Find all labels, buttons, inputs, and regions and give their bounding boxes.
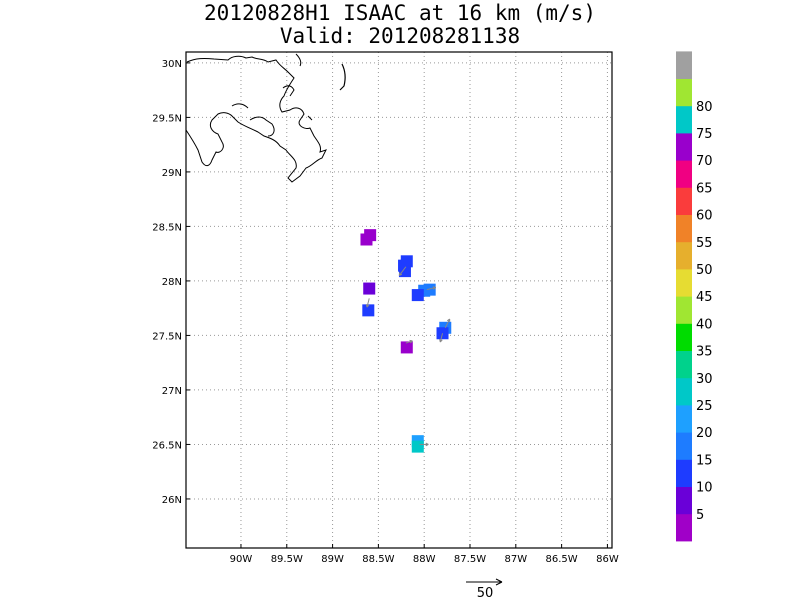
- lat-tick-label: 29.5N: [152, 113, 182, 124]
- map-frame: [185, 51, 613, 549]
- lon-tick-label: 87.5W: [454, 554, 486, 565]
- colorbar-swatch: [676, 486, 692, 515]
- colorbar-swatch: [676, 296, 692, 324]
- lon-tick-label: 90W: [230, 554, 253, 565]
- wind-vector: [444, 318, 451, 329]
- colorbar-swatch: [676, 187, 692, 215]
- colorbar-swatch: [676, 377, 692, 406]
- lat-tick-label: 30N: [162, 59, 182, 70]
- wind-cell: [400, 341, 413, 354]
- wind-vector: [398, 266, 407, 277]
- colorbar-label: 25: [696, 399, 713, 414]
- colorbar-swatch: [676, 513, 692, 542]
- wind-cell: [363, 282, 376, 295]
- lon-tick-label: 87W: [504, 554, 527, 565]
- colorbar-label: 75: [696, 127, 713, 142]
- lon-tick-label: 86W: [596, 554, 619, 565]
- wind-cell: [364, 229, 377, 242]
- lon-tick-label: 89W: [321, 554, 344, 565]
- wind-vector: [419, 442, 429, 447]
- wind-cell: [400, 255, 413, 268]
- wind-cell: [411, 440, 424, 453]
- colorbar-swatch: [676, 323, 692, 351]
- colorbar-label: 60: [696, 209, 713, 224]
- colorbar-label: 15: [696, 453, 713, 468]
- colorbar-label: 5: [696, 508, 704, 523]
- colorbar-swatch: [676, 160, 692, 188]
- wind-cell: [398, 265, 411, 278]
- lon-tick-label: 86.5W: [546, 554, 578, 565]
- colorbar-swatch: [676, 133, 692, 161]
- chart-title: 20120828H1 ISAAC at 16 km (m/s) Valid: 2…: [0, 2, 800, 48]
- colorbar-label: 30: [696, 372, 713, 387]
- reference-arrow-head: [495, 578, 503, 586]
- lat-tick-label: 28.5N: [152, 222, 182, 233]
- longitude-axis: 90W 89.5W 89W 88.5W 88W 87.5W 87W 86.5W 86W: [230, 544, 619, 565]
- colorbar-label: 80: [696, 100, 713, 115]
- coastline-island: [295, 53, 302, 67]
- colorbar-label: 20: [696, 426, 713, 441]
- lat-tick-label: 26N: [162, 495, 182, 506]
- colorbar-label: 70: [696, 154, 713, 169]
- wind-vector: [439, 333, 444, 343]
- colorbar-swatch: [676, 350, 692, 379]
- wind-cell: [411, 289, 424, 302]
- colorbar-label: 35: [696, 345, 713, 360]
- colorbar: 5 10 15 20 25 30 35 40 45 50 55 60 65 70 75 80: [676, 51, 713, 542]
- colorbar-label: 50: [696, 263, 713, 278]
- colorbar-swatch: [676, 269, 692, 297]
- title-line-2: Valid: 201208281138: [279, 24, 521, 48]
- lat-tick-label: 26.5N: [152, 440, 182, 451]
- title-line-1: 20120828H1 ISAAC at 16 km (m/s): [204, 1, 596, 25]
- reference-vector-label: 50: [477, 586, 494, 600]
- lat-tick-label: 28N: [162, 277, 182, 288]
- wind-speed-cells: [360, 229, 452, 453]
- lon-tick-label: 88.5W: [362, 554, 394, 565]
- coastline-path: [185, 55, 327, 183]
- colorbar-label: 45: [696, 290, 713, 305]
- lat-tick-label: 27N: [162, 386, 182, 397]
- wind-vector: [426, 286, 437, 291]
- wind-cell: [423, 283, 436, 296]
- wind-vector: [405, 339, 413, 344]
- lat-tick-label: 27.5N: [152, 331, 182, 342]
- grid-lines: [186, 52, 612, 548]
- coastline-island: [282, 85, 295, 97]
- coastline-island: [231, 103, 249, 109]
- wind-vector: [365, 298, 370, 308]
- lon-tick-label: 89.5W: [271, 554, 303, 565]
- wind-vectors: [365, 266, 451, 447]
- colorbar-swatch: [676, 405, 692, 433]
- colorbar-label: 65: [696, 181, 713, 196]
- lon-tick-label: 88W: [413, 554, 436, 565]
- colorbar-swatch: [676, 214, 692, 243]
- colorbar-swatch: [676, 241, 692, 270]
- wind-cell: [362, 304, 375, 317]
- colorbar-label: 10: [696, 481, 713, 496]
- latitude-axis: 26N 26.5N 27N 27.5N 28N 28.5N 29N 29.5N 30N: [152, 59, 190, 506]
- coastline-island: [249, 116, 275, 137]
- colorbar-label: 55: [696, 236, 713, 251]
- colorbar-swatch: [676, 51, 692, 79]
- colorbar-swatch: [676, 432, 692, 460]
- colorbar-swatch: [676, 459, 692, 487]
- colorbar-swatch: [676, 78, 692, 107]
- coastline-island: [339, 63, 346, 91]
- coastline-island: [307, 115, 313, 121]
- coastline: [185, 53, 346, 183]
- colorbar-swatch: [676, 105, 692, 134]
- reference-vector: 50: [466, 578, 503, 600]
- lat-tick-label: 29N: [162, 168, 182, 179]
- colorbar-label: 40: [696, 317, 713, 332]
